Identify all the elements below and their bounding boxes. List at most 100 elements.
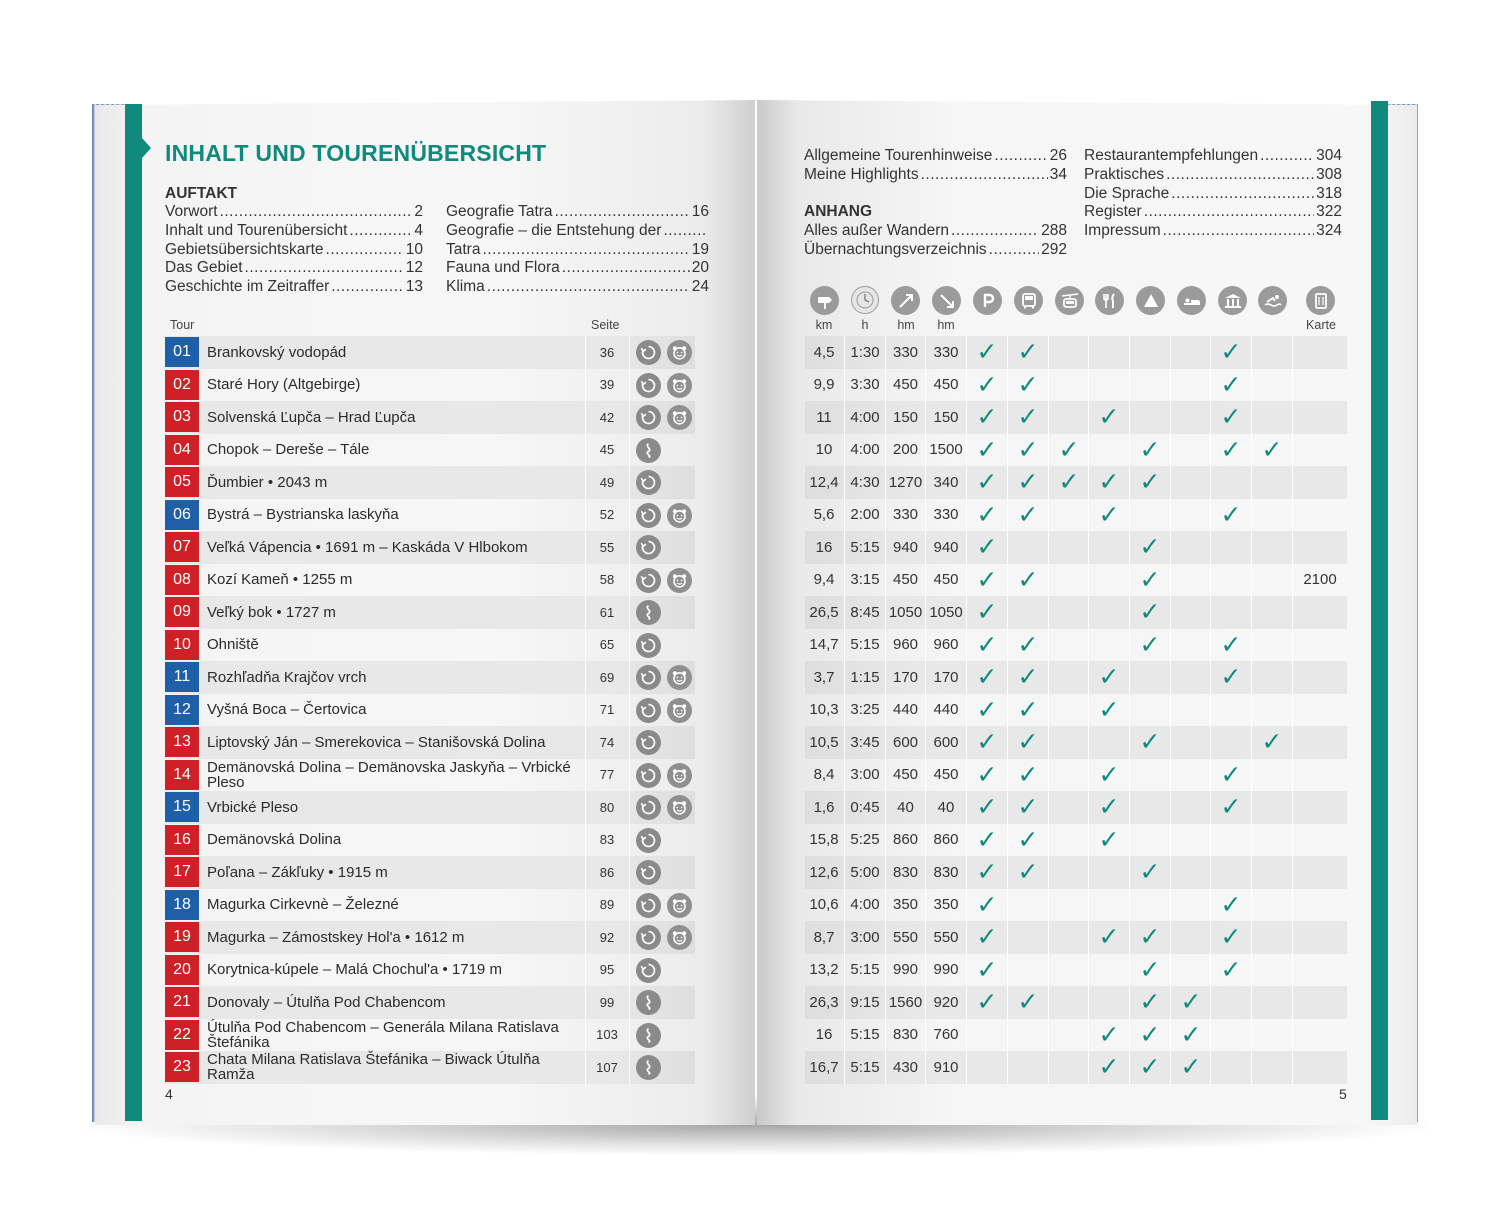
- tour-details-row[interactable]: 1,6 0:45 40 40 ✓ ✓ ✓ ✓: [805, 791, 1347, 824]
- toc-entry[interactable]: Praktisches 308: [1084, 166, 1342, 185]
- toc-entry[interactable]: Gebietsübersichtskarte 10: [165, 241, 423, 260]
- divider: [1210, 466, 1211, 499]
- tour-row[interactable]: 17 Poľana – Zákľuky • 1915 m 86: [165, 856, 695, 889]
- tour-row[interactable]: 09 Veľký bok • 1727 m 61: [165, 596, 695, 629]
- divider: [629, 791, 630, 824]
- toc-entry[interactable]: Übernachtungsverzeichnis 292: [804, 241, 1067, 260]
- divider: [585, 1018, 586, 1051]
- tour-ascent: 830: [892, 1026, 919, 1044]
- tour-number: 15: [165, 792, 199, 822]
- tour-number: 14: [165, 759, 199, 790]
- tour-page: 69: [599, 669, 615, 685]
- tour-map-number: [1300, 401, 1340, 434]
- tour-details-row[interactable]: 12,6 5:00 830 830 ✓ ✓ ✓: [805, 856, 1347, 889]
- tour-number: 09: [165, 597, 199, 627]
- divider: [966, 661, 967, 694]
- tour-details-row[interactable]: 13,2 5:15 990 990 ✓ ✓ ✓: [805, 953, 1347, 986]
- tour-details-row[interactable]: 10,3 3:25 440 440 ✓ ✓ ✓: [805, 693, 1347, 726]
- check-mark: ✓: [1017, 760, 1039, 789]
- tour-row[interactable]: 04 Chopok – Dereše – Tále 45: [165, 433, 695, 466]
- tour-details-row[interactable]: 16,7 5:15 430 910 ✓ ✓ ✓: [805, 1051, 1347, 1084]
- tour-row[interactable]: 20 Korytnica-kúpele – Malá Chochul'a • 17…: [165, 953, 695, 986]
- tour-number: 06: [165, 499, 199, 530]
- tour-details-row[interactable]: 11 4:00 150 150 ✓ ✓ ✓ ✓: [805, 401, 1347, 434]
- family-friendly-icon: [667, 567, 692, 593]
- divider: [1048, 953, 1049, 986]
- point-to-point-route-icon: [636, 990, 661, 1015]
- toc-entry[interactable]: Meine Highlights 34: [804, 166, 1067, 185]
- tour-details-row[interactable]: 14,7 5:15 960 960 ✓ ✓ ✓ ✓: [805, 628, 1347, 661]
- toc-entry-label: Impressum: [1084, 222, 1161, 240]
- tour-details-row[interactable]: 26,5 8:45 1050 1050 ✓ ✓: [805, 596, 1347, 629]
- tour-row[interactable]: 13 Liptovský Ján – Smerekovica – Stanišov…: [165, 726, 695, 759]
- check-mark: ✓: [1180, 1020, 1202, 1049]
- tour-row[interactable]: 19 Magurka – Zámostskey Hol'a • 1612 m 92: [165, 921, 695, 954]
- tour-details-row[interactable]: 8,4 3:00 450 450 ✓ ✓ ✓ ✓: [805, 758, 1347, 791]
- toc-entry[interactable]: Geografie Tatra 16: [446, 203, 709, 222]
- divider: [629, 758, 630, 791]
- tour-details-row[interactable]: 10,5 3:45 600 600 ✓ ✓ ✓ ✓: [805, 726, 1347, 759]
- tour-number: 01: [165, 337, 199, 367]
- divider: [885, 888, 886, 921]
- tour-row[interactable]: 03 Solvenská Ľupča – Hrad Ľupča 42: [165, 401, 695, 434]
- tour-details-table: 4,5 1:30 330 330 ✓ ✓ ✓ 9,9 3:30 450 450 ✓ ✓ ✓ 11 4:00 15…: [805, 336, 1347, 1084]
- tour-row[interactable]: 02 Staré Hory (Altgebirge) 39: [165, 368, 695, 401]
- tour-details-row[interactable]: 9,9 3:30 450 450 ✓ ✓ ✓: [805, 368, 1347, 401]
- divider: [925, 661, 926, 694]
- tour-row[interactable]: 11 Rozhľadňa Krajčov vrch 69: [165, 661, 695, 694]
- tour-distance: 12,6: [809, 863, 839, 881]
- tour-number: 16: [165, 824, 199, 855]
- tour-details-row[interactable]: 8,7 3:00 550 550 ✓ ✓ ✓ ✓: [805, 921, 1347, 954]
- tour-details-row[interactable]: 16 5:15 830 760 ✓ ✓ ✓: [805, 1018, 1347, 1051]
- toc-entry-page: 13: [405, 278, 423, 296]
- tour-row[interactable]: 07 Veľká Vápencia • 1691 m – Kaskáda V Hl…: [165, 531, 695, 564]
- tour-details-row[interactable]: 5,6 2:00 330 330 ✓ ✓ ✓ ✓: [805, 498, 1347, 531]
- tour-details-row[interactable]: 12,4 4:30 1270 340 ✓ ✓ ✓ ✓ ✓: [805, 466, 1347, 499]
- tour-details-row[interactable]: 3,7 1:15 170 170 ✓ ✓ ✓ ✓: [805, 661, 1347, 694]
- divider: [1129, 433, 1130, 466]
- toc-entry[interactable]: Tatra 19: [446, 241, 709, 260]
- toc-leader-dots: [1163, 222, 1314, 241]
- tour-row[interactable]: 12 Vyšná Boca – Čertovica 71: [165, 693, 695, 726]
- toc-entry[interactable]: Die Sprache 318: [1084, 185, 1342, 204]
- toc-entry[interactable]: Register 322: [1084, 203, 1342, 222]
- toc-entry[interactable]: Klima 24: [446, 278, 709, 297]
- tour-row[interactable]: 10 Ohniště 65: [165, 628, 695, 661]
- toc-entry[interactable]: Inhalt und Tourenübersicht 4: [165, 222, 423, 241]
- toc-entry[interactable]: Fauna und Flora 20: [446, 259, 709, 278]
- tour-row[interactable]: 05 Ďumbier • 2043 m 49: [165, 466, 695, 499]
- toc-entry[interactable]: Allgemeine Tourenhinweise 26: [804, 147, 1067, 166]
- divider: [1048, 433, 1049, 466]
- tour-details-row[interactable]: 10,6 4:00 350 350 ✓ ✓: [805, 888, 1347, 921]
- divider: [1007, 823, 1008, 856]
- toc-entry[interactable]: Impressum 324: [1084, 222, 1342, 241]
- tour-details-row[interactable]: 9,4 3:15 450 450 ✓ ✓ ✓ 2100: [805, 563, 1347, 596]
- tour-row[interactable]: 21 Donovaly – Útulňa Pod Chabencom 99: [165, 986, 695, 1019]
- toc-entry[interactable]: Geschichte im Zeitraffer 13: [165, 278, 423, 297]
- tour-row[interactable]: 18 Magurka Cirkevnè – Železné 89: [165, 888, 695, 921]
- tour-details-row[interactable]: 15,8 5:25 860 860 ✓ ✓ ✓: [805, 823, 1347, 856]
- tour-details-row[interactable]: 4,5 1:30 330 330 ✓ ✓ ✓: [805, 336, 1347, 369]
- toc-entry[interactable]: Restaurantempfehlungen 304: [1084, 147, 1342, 166]
- check-mark: ✓: [1220, 338, 1242, 367]
- tour-row[interactable]: 15 Vrbické Pleso 80: [165, 791, 695, 824]
- tour-row[interactable]: 01 Brankovský vodopád 36: [165, 336, 695, 369]
- tour-details-row[interactable]: 26,3 9:15 1560 920 ✓ ✓ ✓ ✓: [805, 986, 1347, 1019]
- check-mark: ✓: [1261, 728, 1283, 757]
- tour-details-row[interactable]: 16 5:15 940 940 ✓ ✓: [805, 531, 1347, 564]
- tour-row[interactable]: 14 Demänovská Dolina – Demänovska Jaskyňa…: [165, 758, 695, 791]
- toc-entry[interactable]: Vorwort 2: [165, 203, 423, 222]
- tour-details-row[interactable]: 10 4:00 200 1500 ✓ ✓ ✓ ✓ ✓ ✓: [805, 433, 1347, 466]
- tour-ascent: 1050: [888, 603, 923, 621]
- toc-entry[interactable]: Alles außer Wandern 288: [804, 222, 1067, 241]
- tour-row[interactable]: 22 Útulňa Pod Chabencom – Generála Milana…: [165, 1018, 695, 1051]
- tour-row[interactable]: 08 Kozí Kameň • 1255 m 58: [165, 563, 695, 596]
- toc-entry[interactable]: Geografie – die Entstehung der: [446, 222, 709, 241]
- tour-row[interactable]: 16 Demänovská Dolina 83: [165, 823, 695, 856]
- tour-page: 77: [599, 767, 615, 783]
- tour-row[interactable]: 23 Chata Milana Ratislava Štefánika – Biw…: [165, 1051, 695, 1084]
- bus-icon: [1014, 286, 1043, 315]
- toc-entry[interactable]: Das Gebiet 12: [165, 259, 423, 278]
- divider: [629, 693, 630, 726]
- tour-row[interactable]: 06 Bystrá – Bystrianska laskyňa 52: [165, 498, 695, 531]
